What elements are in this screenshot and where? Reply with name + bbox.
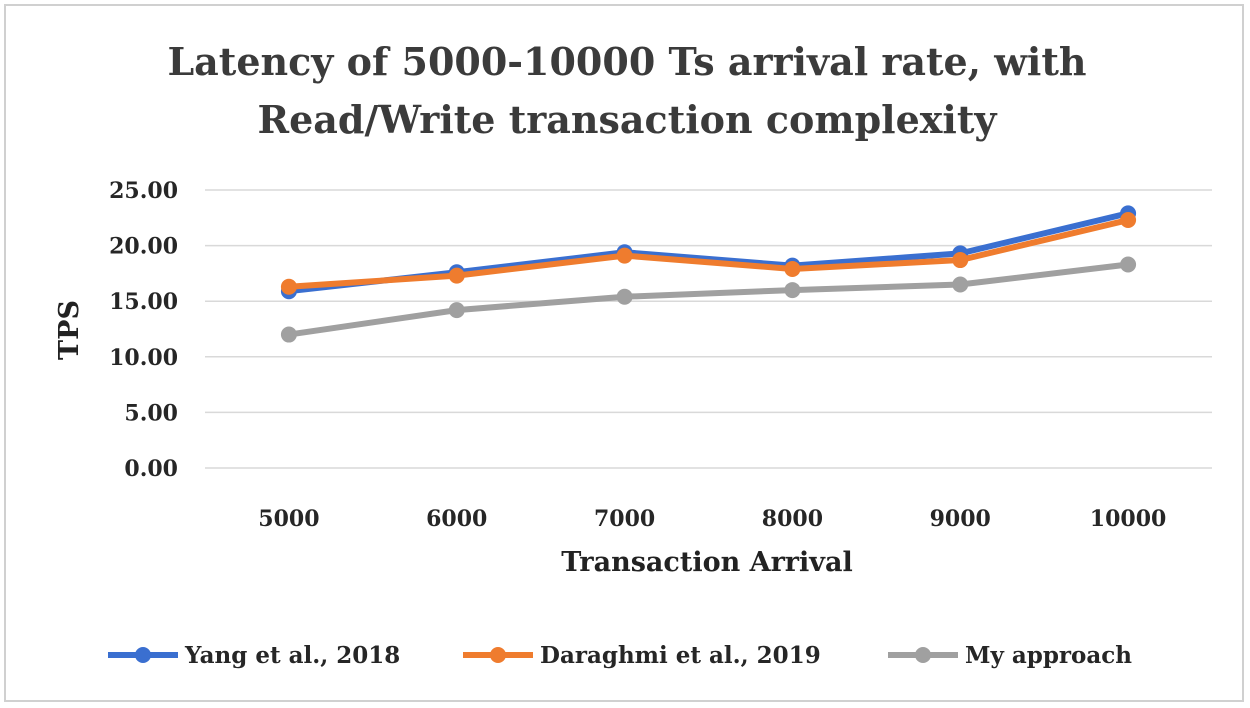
- x-axis-ticks: 5000 6000 7000 8000 9000 10000: [258, 506, 1166, 532]
- legend-marker-2: [915, 647, 931, 663]
- legend-marker-0: [135, 647, 151, 663]
- chart-title-line-1: Latency of 5000-10000 Ts arrival rate, w…: [167, 39, 1086, 84]
- chart-frame: [4, 4, 1244, 702]
- data-point: [616, 247, 633, 264]
- y-tick-label: 15.00: [109, 289, 178, 315]
- legend-marker-1: [490, 647, 506, 663]
- y-axis-ticks: 0.00 5.00 10.00 15.00 20.00 25.00: [109, 178, 178, 482]
- data-point: [1120, 212, 1137, 229]
- x-tick-label: 9000: [930, 506, 991, 532]
- data-point: [952, 276, 969, 293]
- y-tick-label: 20.00: [109, 234, 178, 260]
- chart-title-line-2: Read/Write transaction complexity: [258, 97, 998, 142]
- data-point: [280, 326, 297, 343]
- y-tick-label: 5.00: [124, 400, 178, 426]
- y-tick-label: 10.00: [109, 345, 178, 371]
- y-tick-label: 0.00: [124, 456, 178, 482]
- data-point: [616, 288, 633, 305]
- x-tick-label: 10000: [1090, 506, 1167, 532]
- x-axis-title: Transaction Arrival: [561, 547, 852, 578]
- legend-label-2: My approach: [965, 642, 1132, 669]
- legend: Yang et al., 2018 Daraghmi et al., 2019 My…: [108, 642, 1132, 669]
- data-point: [784, 282, 801, 299]
- x-tick-label: 7000: [594, 506, 655, 532]
- series-line-1: [285, 217, 1132, 290]
- x-tick-label: 6000: [426, 506, 487, 532]
- series-line-2: [285, 261, 1132, 338]
- data-point: [280, 278, 297, 295]
- legend-label-1: Daraghmi et al., 2019: [540, 642, 821, 669]
- x-tick-label: 5000: [258, 506, 319, 532]
- data-point: [448, 267, 465, 284]
- gridlines: [205, 189, 1212, 469]
- x-tick-label: 8000: [762, 506, 823, 532]
- data-point: [784, 260, 801, 277]
- data-point: [1120, 256, 1137, 273]
- y-tick-label: 25.00: [109, 178, 178, 204]
- series-layer: [280, 205, 1137, 343]
- data-point: [952, 252, 969, 269]
- y-axis-title: TPS: [54, 300, 85, 360]
- legend-label-0: Yang et al., 2018: [184, 642, 400, 669]
- data-point: [448, 302, 465, 319]
